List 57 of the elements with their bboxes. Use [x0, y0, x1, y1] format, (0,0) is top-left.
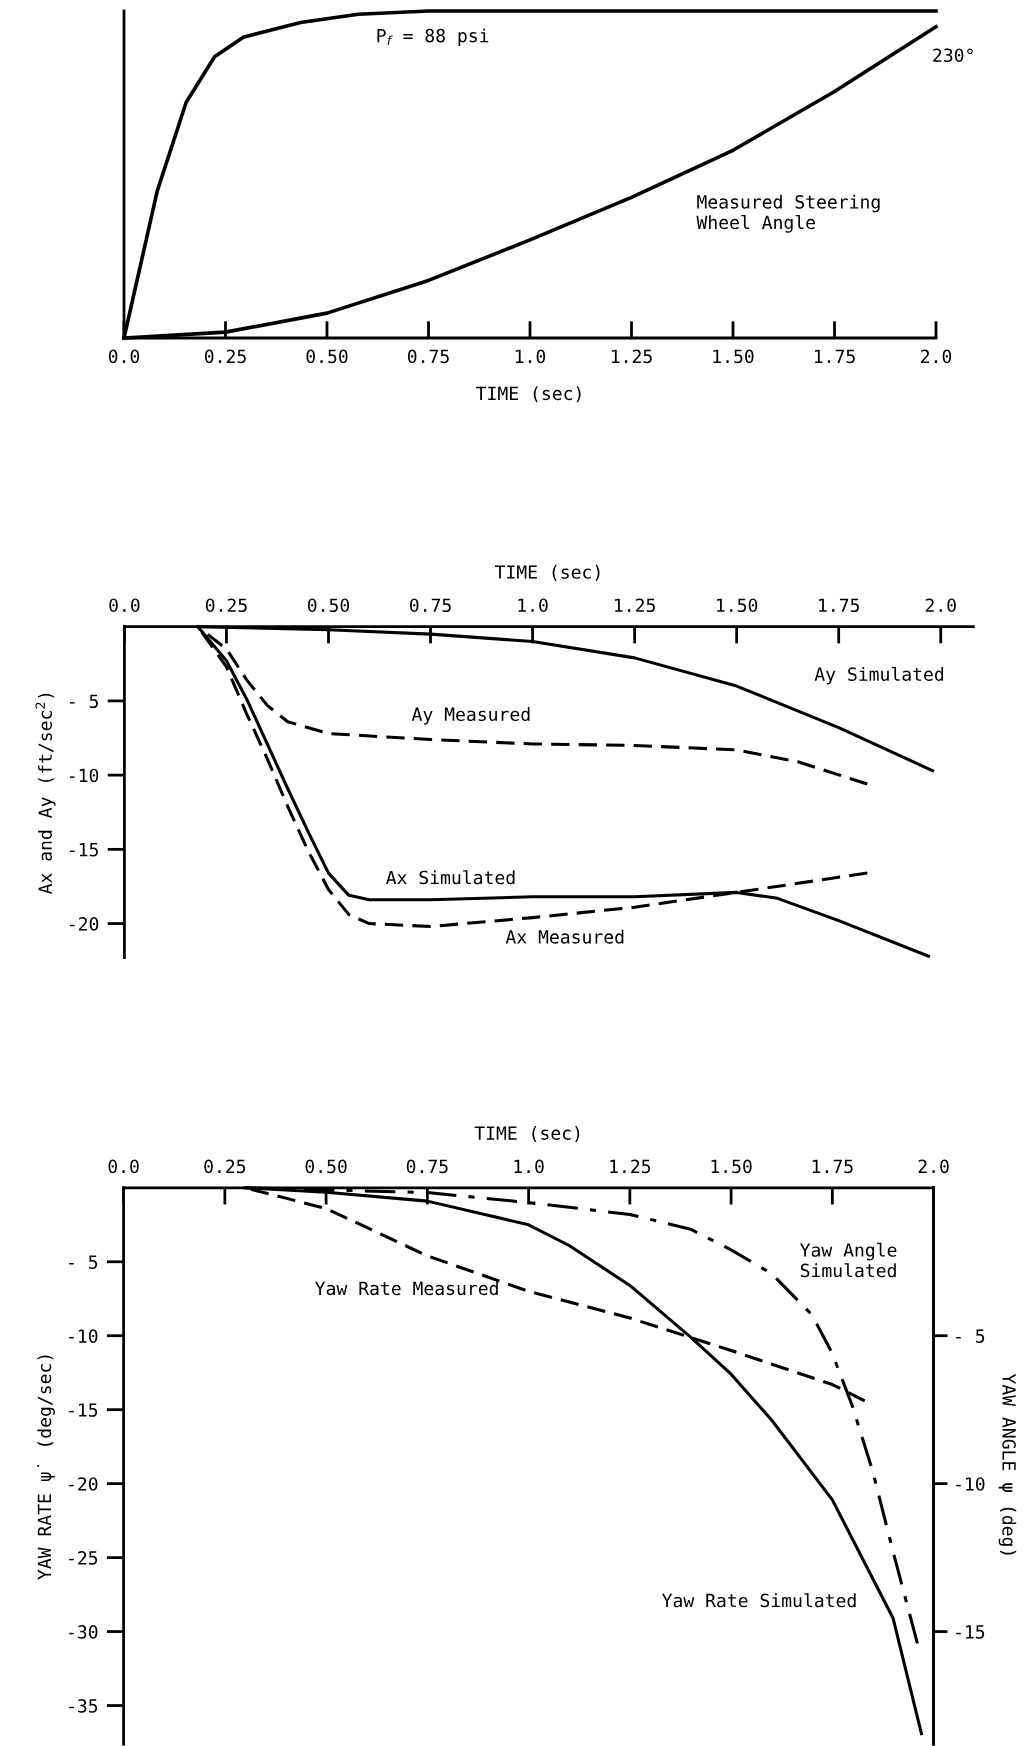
y-tick-label: -20 [69, 1477, 98, 1491]
annotation: P$_{f}$ = 88 psi [377, 28, 489, 46]
y-tick-label: - 5 [69, 694, 98, 709]
x-tick-label: 2.0 [921, 349, 952, 364]
series-label: Ay Simulated [814, 666, 944, 685]
x-tick-label: 1.75 [814, 349, 855, 364]
y-tick-label: -20 [69, 917, 99, 931]
y-tick-label: -10 [69, 1329, 98, 1343]
x-tick-label: 1.25 [611, 349, 652, 364]
series-label: Ax Simulated [386, 870, 515, 885]
series-label: Yaw Rate Measured [315, 1281, 498, 1296]
x-tick-label: 0.25 [205, 598, 247, 613]
x-axis-title: TIME (sec) [494, 564, 600, 581]
x-tick-label: 1.0 [515, 349, 546, 364]
y2-tick-label: - 5 [956, 1329, 985, 1343]
series-label: Ax Measured [505, 929, 624, 944]
y-tick-label: -15 [69, 1403, 98, 1417]
x-tick-label: 0.25 [204, 349, 246, 364]
x-axis-title: TIME (sec) [474, 1125, 580, 1143]
x-tick-label: 1.75 [819, 598, 859, 613]
x-tick-label: 1.25 [610, 1159, 651, 1174]
x-tick-label: 1.25 [615, 598, 655, 613]
x-tick-label: 0.25 [204, 1159, 246, 1174]
x-tick-label: 0.50 [307, 598, 350, 613]
x-tick-label: 0.0 [108, 349, 140, 364]
y-tick-label: - 5 [69, 1255, 98, 1269]
x-tick-label: 0.0 [108, 1159, 139, 1174]
x-axis-title: TIME (sec) [476, 386, 581, 403]
y-axis-title: YAW RATE ψ̇ (deg/sec) [37, 1355, 55, 1580]
x-tick-label: 0.50 [306, 349, 348, 364]
series-label: Ay Measured [411, 707, 530, 725]
x-tick-label: 1.50 [713, 349, 754, 364]
series-label: Yaw Rate Simulated [661, 1593, 856, 1608]
y-axis-title: Ax and Ay (ft/sec$^{2}$) [35, 693, 56, 895]
x-tick-label: 1.50 [711, 1159, 752, 1174]
annotation: 230° [933, 48, 973, 63]
y-tick-label: -30 [69, 1625, 98, 1639]
series-label: Measured Steering Wheel Angle [696, 194, 880, 233]
y2-tick-label: -10 [956, 1477, 985, 1491]
x-tick-label: 1.75 [812, 1159, 853, 1174]
x-tick-label: 1.50 [717, 598, 758, 613]
y2-axis-title: YAW ANGLE ψ (deg) [998, 1373, 1017, 1555]
x-tick-label: 0.75 [406, 1159, 448, 1174]
y2-tick-label: -15 [956, 1625, 985, 1639]
x-tick-label: 0.0 [109, 598, 140, 613]
x-tick-label: 0.75 [407, 349, 449, 364]
x-tick-label: 2.0 [918, 1159, 949, 1174]
x-tick-label: 1.0 [518, 598, 548, 613]
y-tick-label: -10 [69, 768, 99, 783]
series-label: Yaw Angle Simulated [799, 1242, 897, 1278]
x-tick-label: 1.0 [514, 1159, 544, 1174]
y-tick-label: -25 [69, 1551, 98, 1565]
x-tick-label: 2.0 [925, 598, 956, 613]
y-tick-label: -15 [69, 843, 98, 857]
x-tick-label: 0.50 [305, 1159, 347, 1174]
x-tick-label: 0.75 [409, 598, 451, 613]
y-tick-label: -35 [69, 1699, 98, 1713]
